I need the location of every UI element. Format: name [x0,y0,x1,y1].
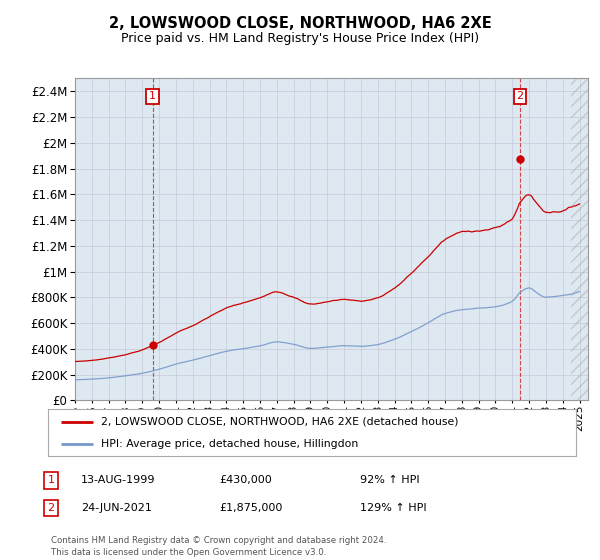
Text: 2, LOWSWOOD CLOSE, NORTHWOOD, HA6 2XE: 2, LOWSWOOD CLOSE, NORTHWOOD, HA6 2XE [109,16,491,31]
Text: 2: 2 [517,91,524,101]
Bar [571,78,596,400]
Text: 92% ↑ HPI: 92% ↑ HPI [360,475,419,486]
Text: 2, LOWSWOOD CLOSE, NORTHWOOD, HA6 2XE (detached house): 2, LOWSWOOD CLOSE, NORTHWOOD, HA6 2XE (d… [101,417,458,427]
Text: 2: 2 [47,503,55,513]
Text: £430,000: £430,000 [219,475,272,486]
Text: Contains HM Land Registry data © Crown copyright and database right 2024.
This d: Contains HM Land Registry data © Crown c… [51,536,386,557]
Bar [571,78,596,400]
Text: £1,875,000: £1,875,000 [219,503,283,513]
Text: Price paid vs. HM Land Registry's House Price Index (HPI): Price paid vs. HM Land Registry's House … [121,32,479,45]
Text: 1: 1 [149,91,156,101]
Text: 24-JUN-2021: 24-JUN-2021 [81,503,152,513]
Text: 13-AUG-1999: 13-AUG-1999 [81,475,155,486]
Text: 129% ↑ HPI: 129% ↑ HPI [360,503,427,513]
Text: 1: 1 [47,475,55,486]
Text: HPI: Average price, detached house, Hillingdon: HPI: Average price, detached house, Hill… [101,438,358,449]
